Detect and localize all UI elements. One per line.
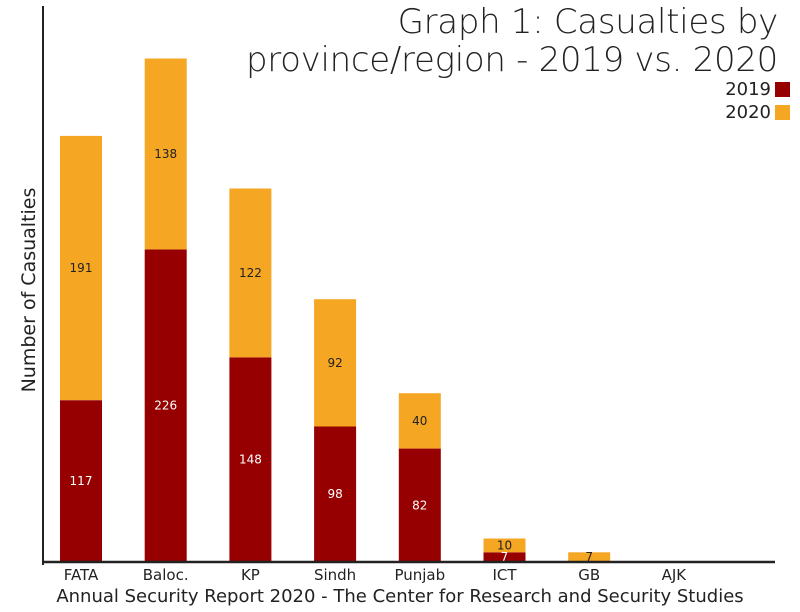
data-label-2020-kp: 122 [239,266,262,280]
x-tick-labels-group: FATA Baloc. KP Sindh Punjab ICT GB AJK [64,566,688,584]
chart-title-line2: province/region - 2019 vs. 2020 [245,40,778,80]
data-label-2019-ict: 7 [501,550,509,564]
bar-2020-baloc [144,58,187,250]
data-label-2020-ict: 10 [497,538,512,552]
y-axis-label: Number of Casualties [18,187,40,393]
x-tick-ict: ICT [492,566,517,584]
bar-2019-punjab [398,448,441,562]
chart-title-line1: Graph 1: Casualties by [397,2,779,42]
bar-2019-kp [229,357,272,562]
bar-2020-ict [483,538,526,553]
bar-2020-fata [60,135,102,401]
legend-item-2020: 2020 [725,102,790,123]
bar-2020-kp [229,188,272,358]
data-label-2020-sindh: 92 [327,356,342,370]
x-tick-gb: GB [578,566,600,584]
x-tick-baloc: Baloc. [143,566,189,584]
bar-2019-sindh [314,426,357,562]
legend-swatch-2019 [775,82,790,97]
data-label-2020-fata: 191 [70,261,93,275]
x-tick-fata: FATA [64,566,99,584]
data-label-2019-kp: 148 [239,453,262,467]
x-tick-kp: KP [241,566,260,584]
bars-group [60,58,611,562]
data-label-2019-baloc: 226 [154,399,177,413]
x-tick-punjab: Punjab [394,566,445,584]
bar-2019-baloc [144,249,187,562]
data-label-2019-punjab: 82 [412,498,427,512]
data-label-2020-punjab: 40 [412,414,427,428]
legend-swatch-2020 [775,105,790,120]
x-tick-sindh: Sindh [314,566,356,584]
x-tick-ajk: AJK [662,566,688,584]
data-label-2019-fata: 117 [70,474,93,488]
legend-label-2019: 2019 [725,79,771,100]
legend-label-2020: 2020 [725,102,771,123]
bar-2019-fata [60,400,102,562]
data-label-2020-baloc: 138 [154,147,177,161]
source-caption: Annual Security Report 2020 - The Center… [56,586,744,607]
bar-2020-sindh [314,299,357,427]
data-label-2019-sindh: 98 [327,487,342,501]
legend-item-2019: 2019 [725,79,790,100]
bar-2019-ict [483,552,526,562]
data-label-2020-gb: 7 [585,550,593,564]
bar-2020-punjab [398,393,441,449]
bar-2020-gb [568,552,611,562]
